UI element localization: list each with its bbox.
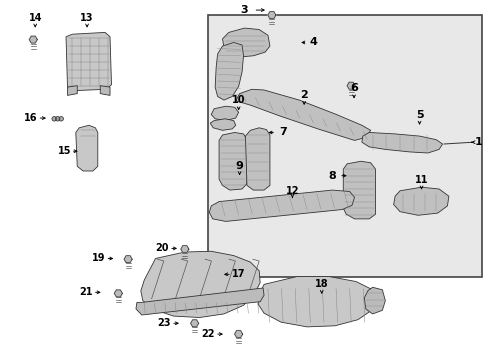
- Polygon shape: [215, 42, 243, 100]
- Polygon shape: [234, 330, 242, 338]
- Polygon shape: [364, 287, 385, 314]
- Polygon shape: [219, 132, 246, 190]
- Text: 9: 9: [235, 161, 243, 171]
- Polygon shape: [267, 12, 275, 19]
- Text: 2: 2: [300, 90, 307, 100]
- Bar: [207, 15, 481, 277]
- Polygon shape: [67, 86, 77, 95]
- Polygon shape: [245, 128, 269, 190]
- Polygon shape: [124, 256, 132, 263]
- Polygon shape: [190, 320, 198, 327]
- Text: 10: 10: [231, 95, 245, 105]
- Polygon shape: [393, 187, 448, 215]
- Text: 21: 21: [79, 287, 93, 297]
- Text: 18: 18: [314, 279, 328, 289]
- Polygon shape: [235, 89, 370, 140]
- Text: 14: 14: [28, 13, 42, 23]
- Polygon shape: [141, 251, 260, 318]
- Text: 20: 20: [155, 243, 169, 253]
- Polygon shape: [181, 246, 188, 253]
- Text: 22: 22: [201, 329, 215, 339]
- Text: 11: 11: [414, 175, 427, 185]
- Polygon shape: [136, 288, 264, 315]
- Polygon shape: [209, 190, 354, 221]
- Text: 19: 19: [92, 253, 105, 264]
- Text: 15: 15: [58, 146, 71, 156]
- Polygon shape: [361, 132, 442, 153]
- Text: 23: 23: [157, 318, 171, 328]
- Polygon shape: [210, 119, 235, 130]
- Polygon shape: [76, 125, 98, 171]
- Text: 7: 7: [278, 127, 286, 138]
- Text: 1: 1: [473, 137, 481, 147]
- Text: 13: 13: [80, 13, 94, 23]
- Circle shape: [59, 117, 63, 121]
- Text: 16: 16: [23, 113, 37, 123]
- Polygon shape: [258, 276, 377, 327]
- Text: 17: 17: [231, 269, 245, 279]
- Polygon shape: [346, 82, 354, 89]
- Circle shape: [56, 117, 60, 121]
- Circle shape: [52, 117, 56, 121]
- Text: 6: 6: [349, 83, 357, 93]
- Text: 4: 4: [308, 37, 316, 48]
- Polygon shape: [343, 161, 375, 219]
- Polygon shape: [211, 106, 238, 121]
- Polygon shape: [222, 28, 269, 57]
- Polygon shape: [66, 32, 111, 91]
- Polygon shape: [29, 36, 37, 43]
- Text: 3: 3: [240, 5, 248, 15]
- Polygon shape: [114, 290, 122, 297]
- Text: 5: 5: [415, 110, 423, 120]
- Polygon shape: [100, 86, 110, 95]
- Text: 12: 12: [285, 186, 299, 196]
- Text: 8: 8: [328, 171, 336, 181]
